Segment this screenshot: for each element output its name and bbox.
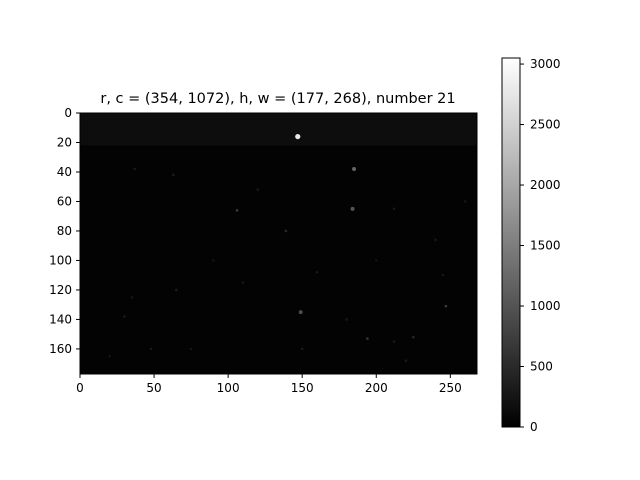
bright-spot [284, 229, 288, 233]
bright-spot [350, 206, 355, 211]
x-tick-label: 50 [146, 381, 161, 395]
colorbar-tick-label: 2500 [530, 118, 561, 132]
bright-spot [172, 173, 175, 177]
bright-spot [212, 259, 215, 262]
colorbar-tick-label: 500 [530, 360, 553, 374]
bright-spot [366, 337, 369, 340]
bright-spot [241, 281, 245, 284]
bright-spot [345, 318, 348, 321]
y-tick-label: 120 [49, 283, 72, 297]
x-tick-label: 0 [76, 381, 84, 395]
y-axis-ticks: 0 20 40 60 80 100 120 140 160 [49, 106, 80, 356]
bright-spot [434, 238, 437, 242]
colorbar-tick-label: 0 [530, 420, 538, 434]
y-tick-label: 80 [57, 224, 72, 238]
bright-spot [444, 304, 448, 308]
bright-spot [300, 347, 304, 351]
y-tick-label: 140 [49, 312, 72, 326]
bright-spot [123, 315, 126, 318]
y-tick-label: 20 [57, 135, 72, 149]
y-tick-label: 160 [49, 342, 72, 356]
colorbar-tick-label: 2000 [530, 178, 561, 192]
bright-spot [174, 288, 178, 292]
x-axis-ticks: 0 50 100 150 200 250 [76, 374, 462, 395]
image-frame [79, 112, 478, 375]
x-tick-label: 100 [217, 381, 240, 395]
colorbar-tick-label: 1000 [530, 299, 561, 313]
bright-spot [392, 340, 396, 343]
bright-spot [412, 335, 415, 339]
x-tick-label: 250 [439, 381, 462, 395]
bright-spot [463, 200, 467, 203]
bright-spot [298, 310, 303, 315]
image-area [79, 112, 478, 375]
bright-spot [352, 167, 357, 172]
bright-spot [256, 188, 260, 191]
x-tick-label: 150 [291, 381, 314, 395]
bright-spot [295, 133, 301, 140]
colorbar-gradient [501, 57, 521, 428]
colorbar: 0 500 1000 1500 2000 2500 3000 [501, 57, 561, 434]
y-tick-label: 60 [57, 194, 72, 208]
bright-spot [315, 270, 319, 274]
x-tick-label: 200 [365, 381, 388, 395]
bright-spot [149, 347, 153, 351]
colorbar-tick-label: 1500 [530, 239, 561, 253]
colorbar-ticks: 0 500 1000 1500 2000 2500 3000 [520, 57, 561, 434]
image-top-band [80, 113, 477, 146]
y-tick-label: 40 [57, 165, 72, 179]
bright-spot [130, 296, 134, 299]
y-tick-label: 100 [49, 253, 72, 267]
colorbar-tick-label: 3000 [530, 57, 561, 71]
bright-spot [374, 259, 378, 262]
chart-title: r, c = (354, 1072), h, w = (177, 268), n… [100, 91, 455, 107]
bright-spot [392, 207, 396, 211]
bright-spot [189, 347, 193, 351]
image-background [80, 113, 477, 374]
bright-spots [108, 133, 467, 363]
bright-spot [235, 209, 239, 212]
y-tick-label: 0 [64, 106, 72, 120]
bright-spot [108, 355, 111, 358]
bright-spot [133, 167, 137, 171]
bright-spot [441, 273, 445, 277]
bright-spot [404, 359, 408, 363]
